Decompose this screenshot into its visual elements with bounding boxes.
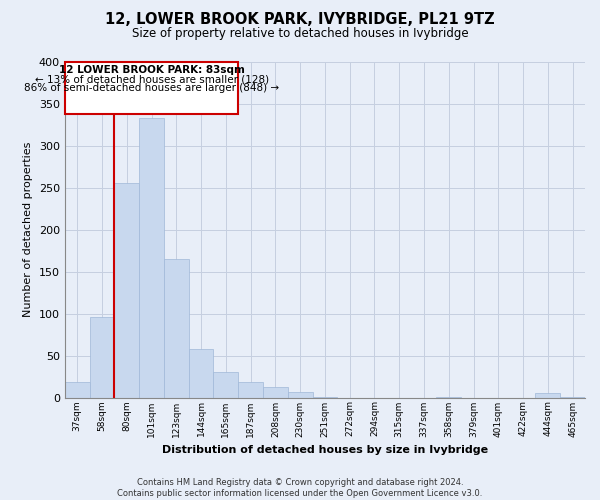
Bar <box>560 396 585 398</box>
Bar <box>436 396 461 398</box>
Text: ← 13% of detached houses are smaller (128): ← 13% of detached houses are smaller (12… <box>35 74 269 84</box>
Bar <box>535 394 560 398</box>
Text: 12, LOWER BROOK PARK, IVYBRIDGE, PL21 9TZ: 12, LOWER BROOK PARK, IVYBRIDGE, PL21 9T… <box>105 12 495 28</box>
Bar <box>164 259 188 398</box>
Bar <box>313 396 337 398</box>
Bar <box>115 184 139 398</box>
Text: Contains HM Land Registry data © Crown copyright and database right 2024.
Contai: Contains HM Land Registry data © Crown c… <box>118 478 482 498</box>
Bar <box>65 382 89 398</box>
Bar <box>288 392 313 398</box>
Bar <box>263 386 288 398</box>
Text: Size of property relative to detached houses in Ivybridge: Size of property relative to detached ho… <box>131 28 469 40</box>
Text: 86% of semi-detached houses are larger (848) →: 86% of semi-detached houses are larger (… <box>24 84 280 94</box>
Bar <box>89 317 115 398</box>
Text: 12 LOWER BROOK PARK: 83sqm: 12 LOWER BROOK PARK: 83sqm <box>59 65 245 75</box>
FancyBboxPatch shape <box>65 62 238 114</box>
Y-axis label: Number of detached properties: Number of detached properties <box>23 142 33 317</box>
X-axis label: Distribution of detached houses by size in Ivybridge: Distribution of detached houses by size … <box>162 445 488 455</box>
Bar <box>214 372 238 398</box>
Bar <box>188 349 214 398</box>
Bar <box>238 382 263 398</box>
Bar <box>139 118 164 398</box>
